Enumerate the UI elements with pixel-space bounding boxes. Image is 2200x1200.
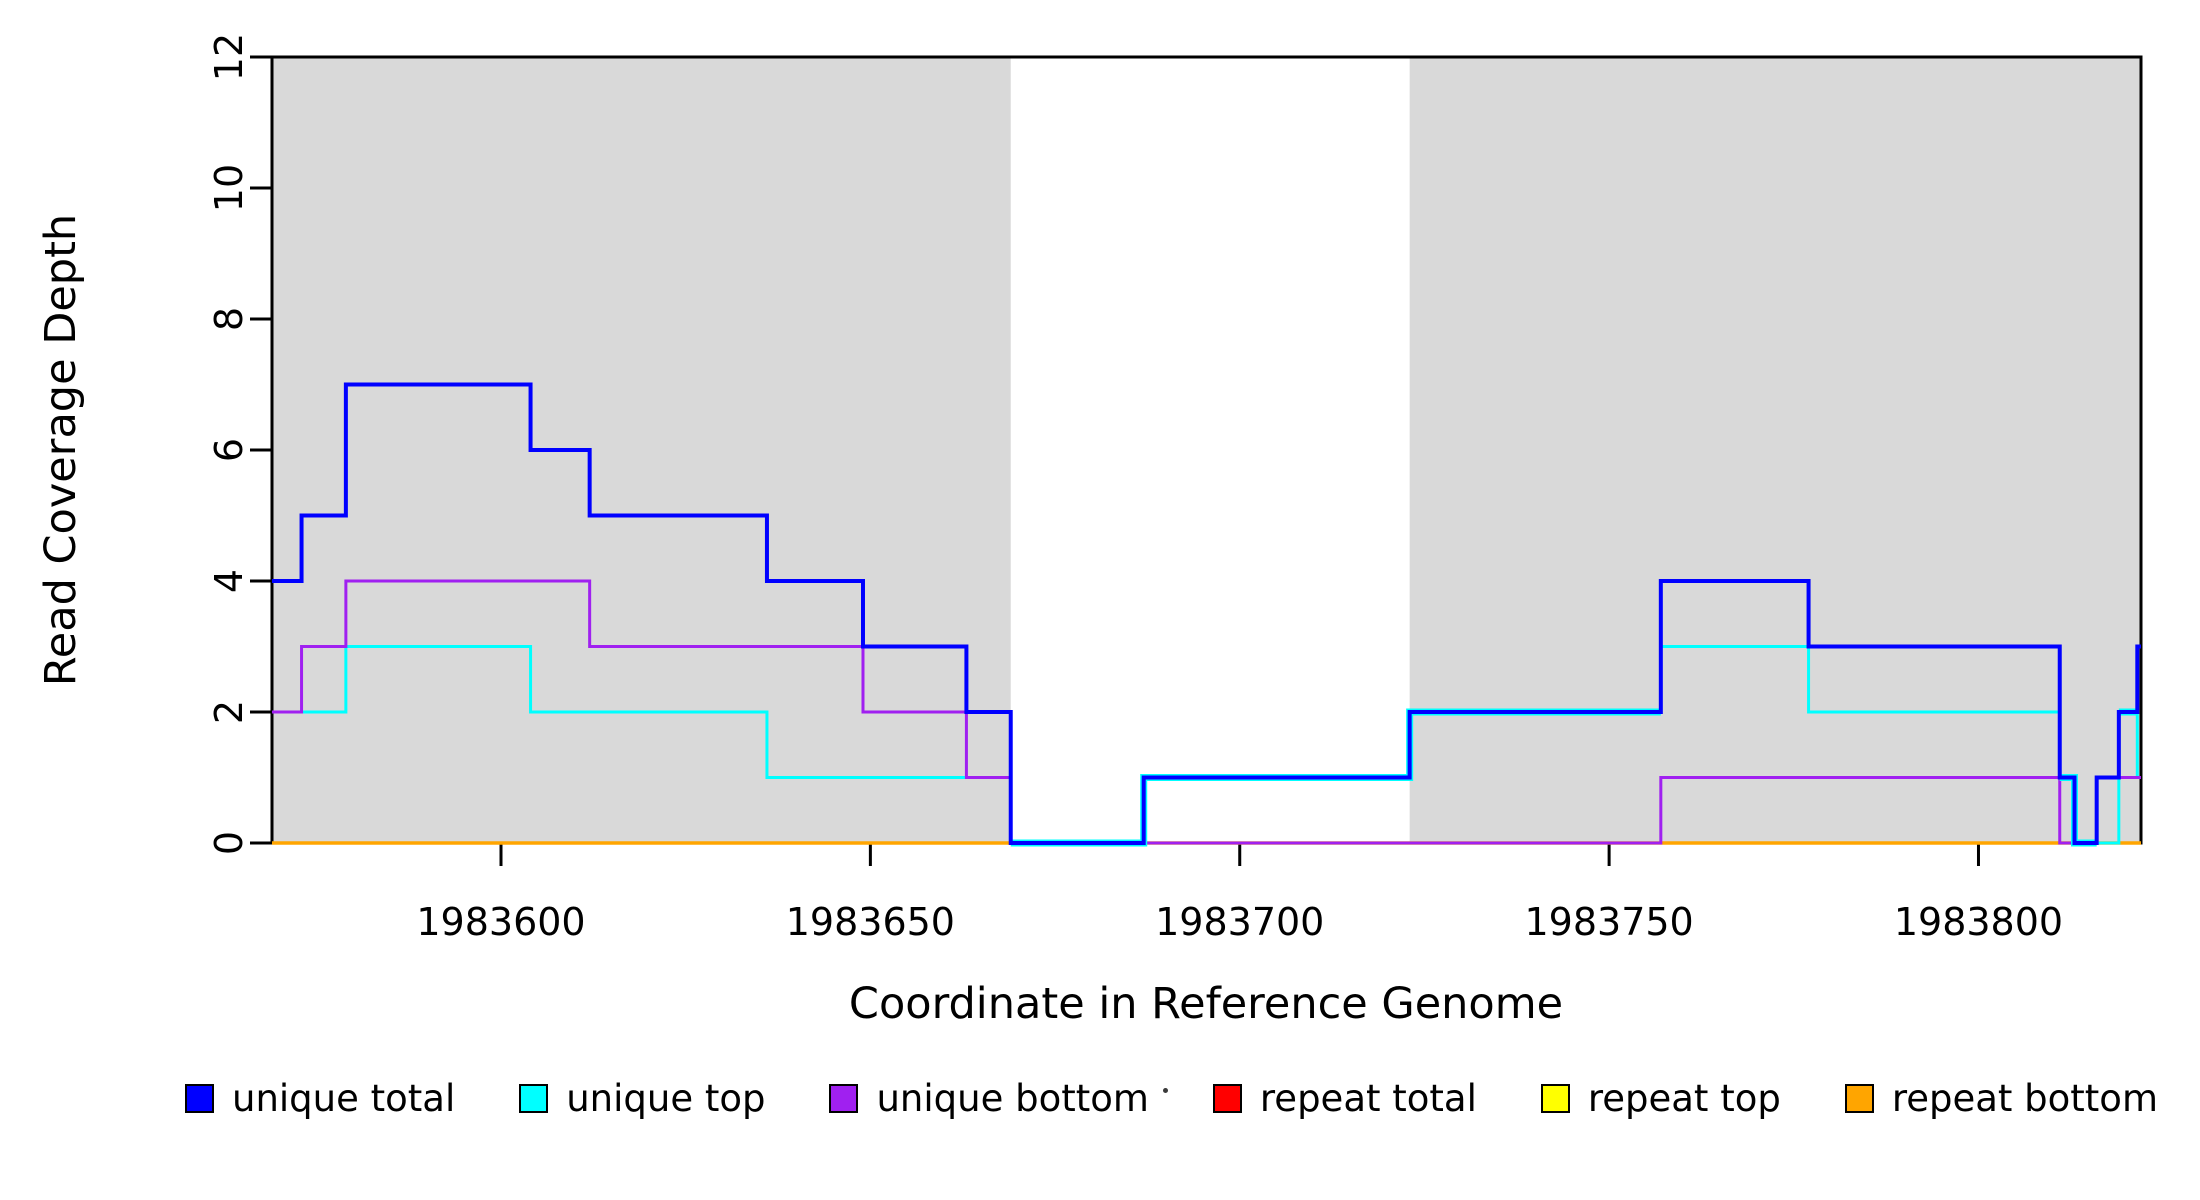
x-tick-label: 1983800 (1894, 900, 2063, 944)
series-line-unique-bottom (272, 579, 2141, 845)
legend: unique total unique top unique bottom repea… (185, 1072, 2158, 1124)
y-tick-label: 4 (207, 569, 251, 593)
legend-label: unique total (232, 1076, 456, 1120)
y-tick-label: 6 (207, 438, 251, 462)
x-tick-label: 1983700 (1155, 900, 1324, 944)
x-tick-label: 1983750 (1524, 900, 1693, 944)
legend-swatch-repeat-total (1212, 1083, 1242, 1113)
shaded-regions-group (272, 57, 2141, 843)
x-tick-label: 1983650 (786, 900, 955, 944)
legend-item-repeat-top: repeat top (1540, 1076, 1781, 1120)
legend-item-unique-bottom: unique bottom (829, 1076, 1149, 1120)
legend-item-repeat-bottom: repeat bottom (1844, 1076, 2158, 1120)
x-tick-label: 1983600 (416, 900, 585, 944)
legend-item-unique-total: unique total (185, 1077, 455, 1120)
legend-label: unique top (566, 1076, 766, 1120)
y-tick-label: 2 (207, 700, 251, 724)
y-tick-label: 12 (207, 33, 251, 81)
legend-label: unique bottom (876, 1076, 1149, 1120)
x-axis-title: Coordinate in Reference Genome (849, 979, 1563, 1029)
series-line-unique-total (272, 382, 2141, 845)
legend-item-repeat-total: repeat total (1212, 1076, 1477, 1120)
legend-swatch-repeat-top (1540, 1083, 1570, 1113)
y-tick-label: 8 (207, 307, 251, 331)
legend-swatch-unique-top (519, 1083, 549, 1113)
series-lines-group (272, 382, 2141, 847)
y-tick-label: 0 (207, 831, 251, 855)
legend-label: repeat top (1587, 1076, 1781, 1120)
legend-item-unique-top: unique top (519, 1076, 766, 1120)
legend-swatch-unique-bottom (829, 1083, 859, 1113)
legend-label: repeat bottom (1891, 1076, 2158, 1120)
legend-swatch-unique-total (185, 1083, 214, 1113)
legend-swatch-repeat-bottom (1844, 1083, 1874, 1113)
y-tick-label: 10 (207, 164, 251, 212)
shaded-region (272, 57, 1011, 843)
y-axis-title: Read Coverage Depth (36, 214, 86, 686)
legend-label: repeat total (1259, 1076, 1477, 1120)
axes-group: 1983600 1983650 1983700 1983750 1983800 0 2 4 6 8… (207, 33, 2063, 944)
shaded-region (1409, 57, 2141, 843)
stray-dot (1163, 1088, 1168, 1093)
